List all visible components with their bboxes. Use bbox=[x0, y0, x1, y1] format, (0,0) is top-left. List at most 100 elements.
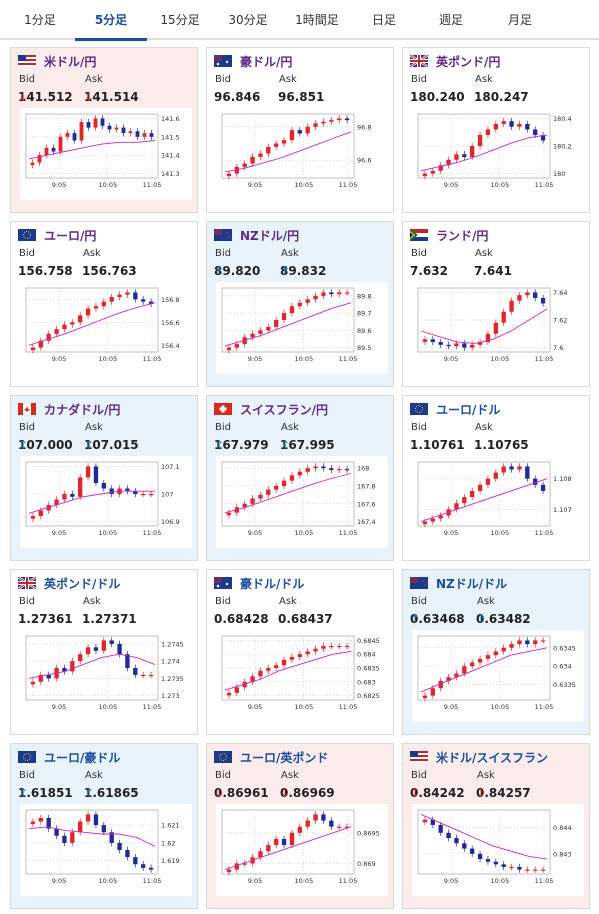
bid-value: 180.240 bbox=[410, 90, 465, 104]
price-chart[interactable]: 0.8695 0.869 9:05 10:05 11:05 bbox=[216, 804, 388, 896]
candle bbox=[125, 488, 130, 492]
ask-label: Ask bbox=[279, 596, 297, 607]
candle bbox=[30, 347, 36, 351]
price-chart[interactable]: 89.8 89.7 89.6 89.5 9:05 10:05 11:05 bbox=[216, 282, 388, 374]
ask-value: ↑ 0.63482 bbox=[476, 612, 531, 626]
price-chart[interactable]: 168 167.8 167.6 167.4 9:05 10:05 11:05 bbox=[216, 456, 388, 548]
chart-frame bbox=[417, 635, 551, 701]
candle bbox=[38, 817, 43, 822]
price-chart[interactable]: 1.108 1.107 9:05 10:05 11:05 bbox=[412, 456, 584, 548]
candle bbox=[493, 651, 498, 656]
price-chart[interactable]: 180.4 180.2 180 9:05 10:05 11:05 bbox=[412, 108, 584, 200]
candle bbox=[266, 845, 271, 852]
price-chart[interactable]: 1.2745 1.274 1.2735 1.273 9:05 10:05 11:05 bbox=[20, 630, 192, 722]
currency-pair[interactable]: ユーロ/英ポンド bbox=[240, 750, 329, 765]
down-arrow-icon: ↓ bbox=[280, 786, 291, 800]
price-chart[interactable]: 7.64 7.62 7.6 9:05 10:05 11:05 bbox=[412, 282, 584, 374]
moving-average-line bbox=[224, 131, 352, 173]
price-chart[interactable]: 156.8 156.6 156.4 9:05 10:05 11:05 bbox=[20, 282, 192, 374]
price-chart[interactable]: 107.1 107 106.9 9:05 10:05 11:05 bbox=[20, 456, 192, 548]
x-tick-label: 11:05 bbox=[339, 355, 358, 363]
currency-pair[interactable]: ユーロ/円 bbox=[44, 228, 97, 243]
tab-0[interactable]: 1分足 bbox=[24, 13, 56, 27]
y-tick-label: 180.2 bbox=[553, 143, 572, 151]
bid-label: Bid bbox=[411, 596, 427, 607]
rate-card[interactable]: ユーロ/ドル Bid Ask 1.10761 1.10765 1.108 1.107 9:05… bbox=[402, 395, 590, 561]
card-header: 英ポンド/円 bbox=[409, 53, 501, 69]
bid-label: Bid bbox=[215, 596, 231, 607]
y-tick-label: 156.4 bbox=[161, 342, 180, 350]
candle bbox=[274, 838, 279, 846]
x-tick-label: 11:05 bbox=[339, 181, 358, 189]
tab-7[interactable]: 月足 bbox=[507, 13, 532, 27]
tab-3[interactable]: 30分足 bbox=[228, 13, 268, 27]
currency-pair[interactable]: NZドル/ドル bbox=[436, 576, 508, 591]
price-chart[interactable]: 141.6 141.5 141.4 141.3 9:05 10:05 11:05 bbox=[20, 108, 192, 200]
up-arrow-icon: ↑ bbox=[476, 612, 487, 626]
currency-pair[interactable]: 英ポンド/ドル bbox=[44, 576, 121, 591]
down-arrow-icon: ↓ bbox=[84, 90, 95, 104]
candle bbox=[289, 306, 295, 314]
tab-2[interactable]: 15分足 bbox=[160, 13, 200, 27]
candle bbox=[62, 668, 67, 672]
rate-card[interactable]: NZドル/円 Bid Ask ↑ 89.820 ↑ 89.832 89.8 89.7 89.6 89… bbox=[206, 221, 394, 387]
rate-card[interactable]: 豪ドル/ドル Bid Ask 0.68428 0.68437 0.6845 0.684 0.6… bbox=[206, 569, 394, 735]
bid-label: Bid bbox=[411, 248, 427, 259]
price-chart[interactable]: 0.6845 0.684 0.6835 0.683 0.6825 9:05 10:05 11:… bbox=[216, 630, 388, 722]
ask-label: Ask bbox=[85, 770, 103, 781]
currency-pair[interactable]: 英ポンド/円 bbox=[436, 54, 501, 69]
tab-6[interactable]: 週足 bbox=[438, 13, 463, 27]
price-chart[interactable]: 0.844 0.843 9:05 10:05 11:05 bbox=[412, 804, 584, 896]
rate-card[interactable]: 米ドル/スイスフラン Bid Ask ↓ 0.84242 ↓ 0.84257 0.844 0.8… bbox=[402, 743, 590, 909]
price-chart[interactable]: 96.8 96.6 9:05 10:05 11:05 bbox=[216, 108, 388, 200]
moving-average-line bbox=[28, 826, 156, 847]
rate-card[interactable]: スイスフラン/円 Bid Ask ↑ 167.979 ↑ 167.995 168 167.8 16… bbox=[206, 395, 394, 561]
chart-frame bbox=[221, 461, 355, 527]
y-tick-label: 107.1 bbox=[161, 463, 180, 471]
rate-card[interactable]: ランド/円 Bid Ask 7.632 7.641 7.64 7.62 7.6 9:05 10:0… bbox=[402, 221, 590, 387]
candle bbox=[337, 292, 342, 295]
rate-card[interactable]: ユーロ/英ポンド Bid Ask ↓ 0.86961 ↓ 0.86969 0.8695 0.86… bbox=[206, 743, 394, 909]
ask-label: Ask bbox=[475, 422, 493, 433]
candle bbox=[422, 339, 428, 342]
candle bbox=[430, 518, 435, 522]
candle bbox=[509, 121, 514, 127]
currency-pair[interactable]: カナダドル/円 bbox=[44, 402, 121, 417]
rate-card[interactable]: 米ドル/円 Bid Ask ↓ 141.512 ↓ 141.514 141.6 141.5 141… bbox=[10, 47, 198, 213]
price-chart[interactable]: 1.621 1.62 1.619 9:05 10:05 11:05 bbox=[20, 804, 192, 896]
rate-card[interactable]: 英ポンド/円 Bid Ask 180.240 180.247 180.4 180.2 180 9… bbox=[402, 47, 590, 213]
moving-average-line bbox=[28, 490, 155, 514]
rate-card[interactable]: 英ポンド/ドル Bid Ask 1.27361 1.27371 1.2745 1.274 1.… bbox=[10, 569, 198, 735]
bid-label: Bid bbox=[19, 248, 35, 259]
currency-pair[interactable]: 豪ドル/ドル bbox=[240, 576, 305, 591]
currency-pair[interactable]: スイスフラン/円 bbox=[240, 402, 329, 417]
y-tick-label: 106.9 bbox=[161, 518, 180, 526]
x-tick-label: 11:05 bbox=[535, 703, 554, 711]
currency-pair[interactable]: ユーロ/豪ドル bbox=[44, 750, 121, 765]
currency-pair[interactable]: 米ドル/スイスフラン bbox=[436, 750, 549, 765]
rate-card[interactable]: カナダドル/円 Bid Ask ↑ 107.000 ↑ 107.015 107.1 107 106… bbox=[10, 395, 198, 561]
candle bbox=[85, 814, 91, 822]
ask-value: ↓ 141.514 bbox=[84, 90, 139, 104]
y-tick-label: 168 bbox=[357, 465, 369, 473]
candle bbox=[109, 832, 114, 843]
rate-card[interactable]: ユーロ/豪ドル Bid Ask ↑ 1.61851 ↑ 1.61865 1.621 1.62 1.… bbox=[10, 743, 198, 909]
currency-pair[interactable]: ユーロ/ドル bbox=[436, 402, 501, 417]
card-header: 豪ドル/円 bbox=[214, 53, 292, 69]
ask-value: 1.10765 bbox=[474, 438, 529, 452]
candle bbox=[242, 863, 247, 865]
candle bbox=[141, 674, 146, 677]
rate-card[interactable]: ユーロ/円 Bid Ask 156.758 156.763 156.8 156.6 156.4… bbox=[10, 221, 198, 387]
card-header: 英ポンド/ドル bbox=[17, 575, 121, 591]
rate-card[interactable]: NZドル/ドル Bid Ask ↑ 0.63468 ↑ 0.63482 0.6345 0.634… bbox=[402, 569, 590, 735]
tab-4[interactable]: 1時間足 bbox=[295, 13, 339, 27]
tab-5[interactable]: 日足 bbox=[371, 13, 396, 27]
currency-pair[interactable]: 豪ドル/円 bbox=[240, 54, 293, 69]
currency-pair[interactable]: 米ドル/円 bbox=[44, 54, 97, 69]
tab-1[interactable]: 5分足 bbox=[94, 13, 128, 27]
candle bbox=[93, 306, 99, 309]
currency-pair[interactable]: NZドル/円 bbox=[240, 228, 300, 243]
currency-pair[interactable]: ランド/円 bbox=[436, 228, 489, 243]
price-chart[interactable]: 0.6345 0.634 0.6335 9:05 10:05 11:05 bbox=[412, 630, 584, 722]
rate-card[interactable]: 豪ドル/円 Bid Ask 96.846 96.851 96.8 96.6 9:05 10:05… bbox=[206, 47, 394, 213]
